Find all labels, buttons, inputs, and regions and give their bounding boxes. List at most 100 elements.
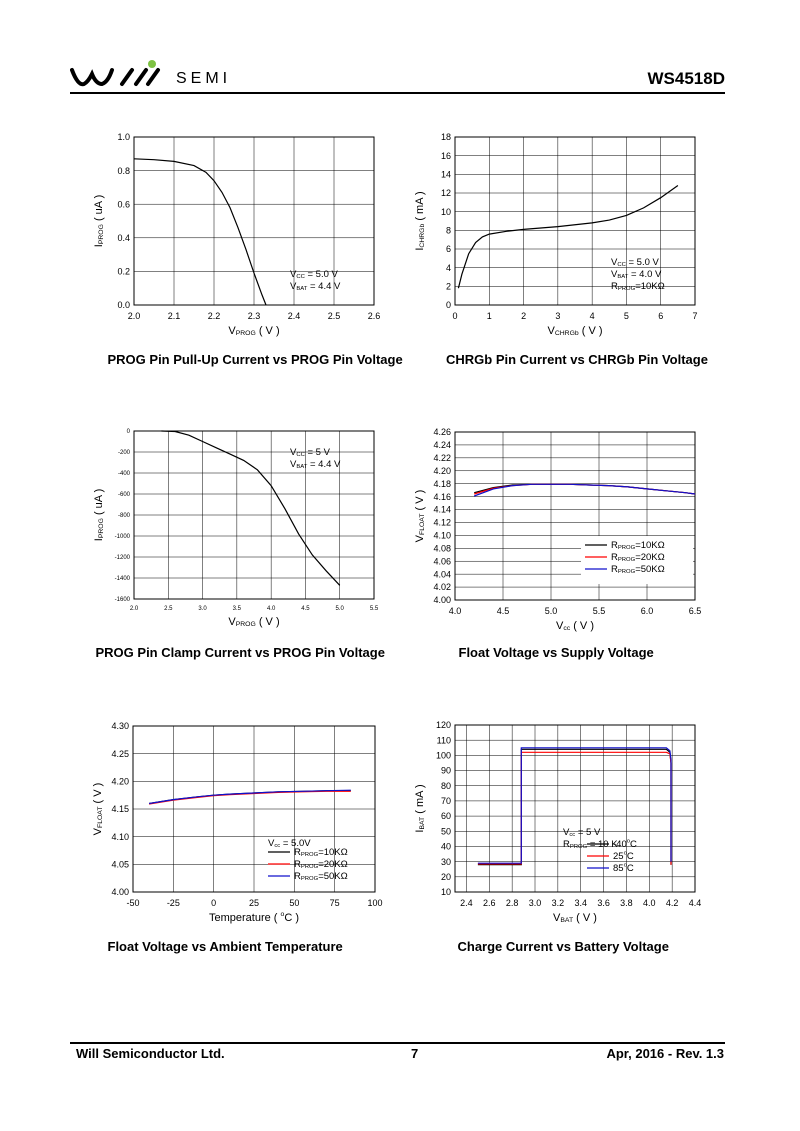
x-tick-label: 4.0 xyxy=(449,606,462,616)
y-tick-label: 0.2 xyxy=(117,267,130,277)
x-tick-label: 2.6 xyxy=(368,311,381,321)
y-tick-label: 10 xyxy=(441,887,451,897)
x-tick-label: 3.6 xyxy=(597,898,610,908)
x-axis-label: VPROG ( V ) xyxy=(228,616,279,628)
y-tick-label: 60 xyxy=(441,811,451,821)
x-tick-label: 2.8 xyxy=(506,898,519,908)
y-tick-label: 4.08 xyxy=(433,543,451,553)
y-tick-label: -1400 xyxy=(115,576,131,582)
legend-label: -40oC xyxy=(613,839,637,850)
legend-box xyxy=(581,536,693,584)
document-id: WS4518D xyxy=(647,69,725,88)
x-tick-label: 75 xyxy=(330,898,340,908)
x-tick-label: 2.6 xyxy=(483,898,496,908)
y-axis-label: IPROG ( uA ) xyxy=(93,195,105,247)
x-tick-label: 5.0 xyxy=(545,606,558,616)
x-tick-label: 2.0 xyxy=(130,606,139,612)
x-tick-label: 2.4 xyxy=(288,311,301,321)
x-tick-label: 3.2 xyxy=(552,898,565,908)
x-tick-label: 4 xyxy=(590,311,595,321)
x-tick-label: 7 xyxy=(692,311,697,321)
legend-label: RPROG=10KΩ xyxy=(611,540,665,551)
y-tick-label: 4.25 xyxy=(111,749,129,759)
chart-caption: PROG Pin Pull-Up Current vs PROG Pin Vol… xyxy=(107,352,403,367)
y-tick-label: 6 xyxy=(446,244,451,254)
chart-caption: Float Voltage vs Ambient Temperature xyxy=(107,939,343,954)
y-tick-label: 4.14 xyxy=(433,505,451,515)
chart-5: -50 -25 0 25 50 75 100 4.00 4.05 4.10 4.15 4.20 4.25… xyxy=(60,715,400,980)
y-tick-label: 4.02 xyxy=(433,582,451,592)
x-tick-label: 4.5 xyxy=(497,606,510,616)
chart-svg: 4.0 4.5 5.0 5.5 6.0 6.5 4.00 4.02 4.04 4.06 4.08 4.… xyxy=(414,427,701,632)
y-tick-label: 0 xyxy=(127,429,131,435)
y-tick-label: 4.00 xyxy=(433,595,451,605)
chart-svg: -50 -25 0 25 50 75 100 4.00 4.05 4.10 4.15 4.20 4.25… xyxy=(92,721,383,924)
series-line-3 xyxy=(149,789,351,805)
series-line-3 xyxy=(473,483,696,497)
y-tick-label: 0 xyxy=(446,300,451,310)
y-tick-label: 80 xyxy=(441,781,451,791)
x-axis-label: VPROG ( V ) xyxy=(228,325,279,337)
y-tick-label: 4.22 xyxy=(433,453,451,463)
y-tick-label: 4.06 xyxy=(433,556,451,566)
chart-4: 4.0 4.5 5.0 5.5 6.0 6.5 4.00 4.02 4.04 4.06 4.08 4.… xyxy=(395,420,735,685)
chart-1: 2.0 2.1 2.2 2.3 2.4 2.5 2.6 0.0 0.2 0.4 0.6 0.8 1.0 V… xyxy=(60,125,400,390)
y-tick-label: 4.24 xyxy=(433,440,451,450)
x-tick-label: 1 xyxy=(487,311,492,321)
y-tick-label: 4.05 xyxy=(111,859,129,869)
y-tick-label: -1600 xyxy=(115,597,131,603)
header-divider xyxy=(70,92,725,94)
x-tick-label: 5 xyxy=(624,311,629,321)
series-line-3 xyxy=(477,747,672,864)
y-tick-label: 10 xyxy=(441,207,451,217)
x-tick-label: -50 xyxy=(126,898,139,908)
plot-frame xyxy=(454,431,696,601)
y-axis-label: VFLOAT ( V ) xyxy=(92,783,104,836)
legend-label: RPROG=10KΩ xyxy=(294,847,348,858)
plot-frame xyxy=(454,724,696,893)
footer-divider xyxy=(70,1042,725,1044)
y-tick-label: 20 xyxy=(441,872,451,882)
y-tick-label: 50 xyxy=(441,826,451,836)
y-tick-label: 4.00 xyxy=(111,887,129,897)
plot-frame xyxy=(132,725,376,893)
y-tick-label: 4.10 xyxy=(111,832,129,842)
y-tick-label: -200 xyxy=(118,450,131,456)
annotation-text: VBAT = 4.4 V xyxy=(290,459,341,470)
y-tick-label: 12 xyxy=(441,188,451,198)
y-tick-label: 0.8 xyxy=(117,166,130,176)
x-tick-label: 5.0 xyxy=(336,606,345,612)
x-axis-label: Temperature ( oC ) xyxy=(209,911,299,924)
x-tick-label: 5.5 xyxy=(593,606,606,616)
x-tick-label: 100 xyxy=(367,898,382,908)
y-tick-label: 70 xyxy=(441,796,451,806)
y-tick-label: 4 xyxy=(446,263,451,273)
y-axis-label: IBAT ( mA ) xyxy=(414,784,426,832)
y-tick-label: 4.18 xyxy=(433,479,451,489)
y-tick-label: 2 xyxy=(446,281,451,291)
y-tick-label: -1000 xyxy=(115,534,131,540)
x-tick-label: 0 xyxy=(211,898,216,908)
chart-caption: CHRGb Pin Current vs CHRGb Pin Voltage xyxy=(446,352,708,367)
y-tick-label: 1.0 xyxy=(117,132,130,142)
legend-label: RPROG=50KΩ xyxy=(294,871,348,882)
annotation-text: RPROG=10KΩ xyxy=(611,281,665,292)
y-tick-label: 100 xyxy=(436,751,451,761)
y-tick-label: 16 xyxy=(441,151,451,161)
x-tick-label: 4.0 xyxy=(643,898,656,908)
annotation-text: VCC = 5.0 V xyxy=(290,269,339,280)
x-tick-label: 6.0 xyxy=(641,606,654,616)
footer-revision: Apr, 2016 - Rev. 1.3 xyxy=(606,1046,724,1061)
series-line-1 xyxy=(161,430,341,586)
chart-3: 2.0 2.5 3.0 3.5 4.0 4.5 5.0 5.5 -1600 -1400 -1200 -… xyxy=(60,420,400,685)
x-tick-label: 2 xyxy=(521,311,526,321)
chart-caption: Float Voltage vs Supply Voltage xyxy=(458,645,654,660)
y-tick-label: 120 xyxy=(436,720,451,730)
page-header: SEMI WS4518D xyxy=(70,58,725,94)
y-tick-label: -1200 xyxy=(115,555,131,561)
x-tick-label: 25 xyxy=(249,898,259,908)
y-tick-label: -600 xyxy=(118,492,131,498)
x-tick-label: 6 xyxy=(658,311,663,321)
legend-label: RPROG=20KΩ xyxy=(611,552,665,563)
